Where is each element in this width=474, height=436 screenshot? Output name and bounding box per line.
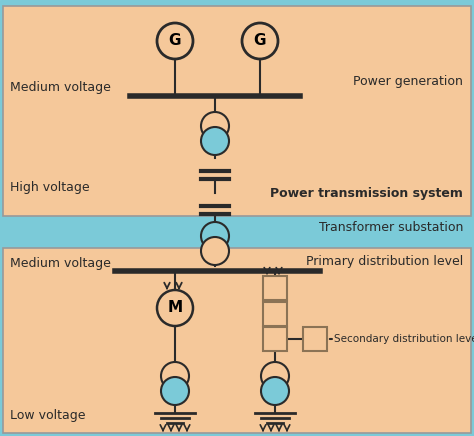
Bar	[263, 327, 287, 351]
Text: Secondary distribution level: Secondary distribution level	[334, 334, 474, 344]
Bar	[263, 302, 287, 326]
Circle shape	[201, 237, 229, 265]
Circle shape	[261, 377, 289, 405]
Circle shape	[261, 362, 289, 390]
Text: High voltage: High voltage	[10, 181, 90, 194]
Circle shape	[157, 23, 193, 59]
Bar	[303, 327, 327, 351]
Circle shape	[157, 290, 193, 326]
Circle shape	[161, 377, 189, 405]
Circle shape	[242, 23, 278, 59]
Bar	[3, 6, 471, 216]
Text: Power transmission system: Power transmission system	[270, 187, 463, 201]
Bar	[263, 276, 287, 300]
Text: Medium voltage: Medium voltage	[10, 256, 111, 269]
Circle shape	[201, 127, 229, 155]
Text: Medium voltage: Medium voltage	[10, 82, 111, 95]
Text: Primary distribution level: Primary distribution level	[306, 255, 463, 268]
Circle shape	[201, 112, 229, 140]
Circle shape	[161, 362, 189, 390]
Text: Low voltage: Low voltage	[10, 409, 85, 422]
Text: G: G	[254, 34, 266, 48]
Text: Power generation: Power generation	[353, 75, 463, 88]
Text: M: M	[167, 300, 182, 316]
Text: Transformer substation: Transformer substation	[319, 221, 463, 235]
Text: G: G	[169, 34, 181, 48]
Circle shape	[201, 222, 229, 250]
Bar	[3, 248, 471, 433]
